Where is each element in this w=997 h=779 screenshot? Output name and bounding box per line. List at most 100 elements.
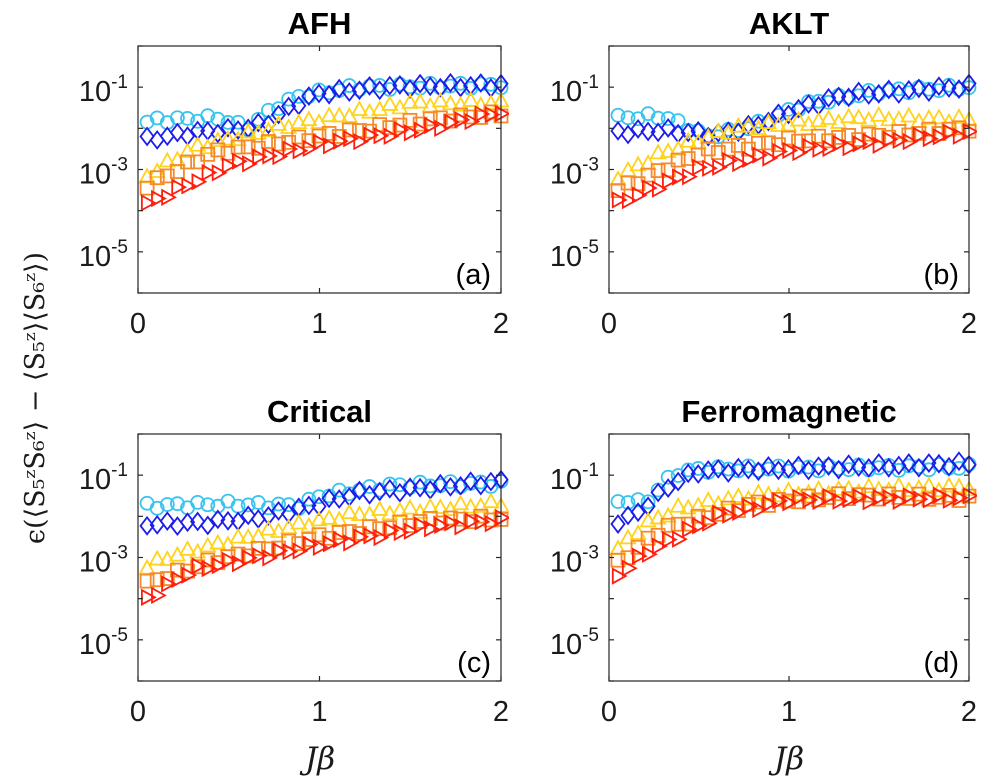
data-point bbox=[932, 486, 949, 504]
data-point bbox=[261, 541, 276, 557]
data-point bbox=[330, 106, 348, 123]
data-point bbox=[779, 481, 798, 497]
data-point bbox=[822, 139, 839, 158]
data-point bbox=[454, 111, 471, 129]
data-point bbox=[832, 492, 849, 510]
data-point bbox=[662, 172, 678, 190]
data-point bbox=[229, 527, 247, 544]
data-point bbox=[852, 488, 869, 506]
data-point bbox=[912, 490, 929, 508]
data-point bbox=[302, 535, 319, 554]
data-point bbox=[749, 483, 768, 500]
series-red-triangles bbox=[140, 104, 509, 212]
data-point bbox=[301, 491, 317, 507]
data-point bbox=[739, 116, 758, 133]
data-point bbox=[839, 107, 858, 124]
data-point bbox=[851, 81, 867, 102]
data-point bbox=[900, 106, 918, 123]
data-point bbox=[870, 105, 888, 122]
data-point bbox=[892, 131, 909, 149]
data-point bbox=[221, 551, 238, 570]
data-point bbox=[830, 86, 847, 107]
data-point bbox=[149, 500, 165, 516]
data-point bbox=[730, 457, 746, 478]
data-point bbox=[851, 132, 867, 147]
data-point bbox=[881, 79, 897, 100]
data-point bbox=[463, 471, 479, 492]
data-point bbox=[180, 154, 195, 170]
y-axis-label: ϵ(⟨S₅ᶻS₆ᶻ⟩ − ⟨S₅ᶻ⟩⟨S₆ᶻ⟩) bbox=[20, 252, 51, 544]
data-point bbox=[252, 547, 268, 565]
data-point bbox=[340, 503, 358, 520]
data-point bbox=[393, 121, 410, 139]
data-point bbox=[862, 132, 879, 151]
data-point bbox=[360, 102, 379, 119]
y-tick-label: 10-5 bbox=[79, 625, 128, 661]
data-point bbox=[434, 119, 450, 138]
data-point bbox=[139, 126, 155, 147]
data-point bbox=[930, 108, 948, 125]
data-point bbox=[451, 494, 470, 511]
data-point bbox=[810, 456, 827, 477]
data-point bbox=[140, 194, 157, 212]
data-point bbox=[700, 141, 716, 157]
data-point bbox=[250, 540, 266, 556]
data-point bbox=[240, 139, 256, 155]
data-point bbox=[640, 530, 656, 546]
data-point bbox=[872, 488, 889, 507]
data-point bbox=[159, 511, 175, 532]
data-point bbox=[952, 489, 969, 507]
data-point bbox=[781, 130, 796, 146]
data-point bbox=[260, 114, 277, 135]
x-axis-label-left: Jβ bbox=[299, 741, 335, 777]
data-point bbox=[862, 493, 879, 511]
data-point bbox=[680, 151, 696, 166]
data-point bbox=[412, 514, 428, 529]
data-point bbox=[802, 137, 819, 156]
x-tick-label: 2 bbox=[493, 308, 509, 340]
data-point bbox=[151, 189, 167, 208]
data-point bbox=[772, 492, 789, 510]
data-point bbox=[363, 126, 380, 144]
data-point bbox=[922, 129, 939, 148]
data-point bbox=[231, 152, 248, 170]
data-point bbox=[901, 127, 917, 143]
data-point bbox=[434, 516, 450, 534]
data-point bbox=[443, 510, 458, 526]
data-point bbox=[320, 106, 338, 123]
series-group bbox=[609, 451, 977, 585]
data-point bbox=[789, 110, 808, 127]
data-point bbox=[621, 191, 638, 210]
data-point bbox=[942, 491, 959, 509]
data-point bbox=[159, 497, 175, 512]
data-point bbox=[311, 128, 327, 144]
data-point bbox=[424, 520, 440, 538]
data-point bbox=[402, 477, 418, 498]
data-point bbox=[282, 542, 299, 561]
panel-title: Ferromagnetic bbox=[681, 394, 896, 429]
data-point bbox=[159, 571, 175, 586]
data-point bbox=[171, 570, 188, 589]
data-point bbox=[322, 535, 339, 553]
x-tick-label: 0 bbox=[130, 696, 146, 728]
data-point bbox=[331, 482, 347, 498]
panel-1: 0 1 2 10-1 10-3 10-5 AFH (a) bbox=[79, 6, 509, 340]
panel-title: AFH bbox=[288, 6, 352, 41]
data-point bbox=[210, 123, 226, 144]
data-point bbox=[742, 150, 759, 169]
data-point bbox=[271, 136, 286, 152]
data-point bbox=[951, 451, 967, 472]
data-point bbox=[850, 108, 868, 125]
data-point bbox=[290, 113, 308, 130]
data-point bbox=[242, 155, 258, 173]
data-point bbox=[652, 537, 668, 555]
data-point bbox=[631, 547, 648, 565]
data-point bbox=[730, 138, 746, 153]
data-point bbox=[392, 117, 408, 133]
data-point bbox=[161, 575, 177, 593]
data-point bbox=[422, 76, 438, 97]
data-point bbox=[872, 136, 889, 154]
data-point bbox=[611, 191, 628, 209]
data-point bbox=[351, 480, 368, 501]
data-point bbox=[669, 496, 687, 513]
